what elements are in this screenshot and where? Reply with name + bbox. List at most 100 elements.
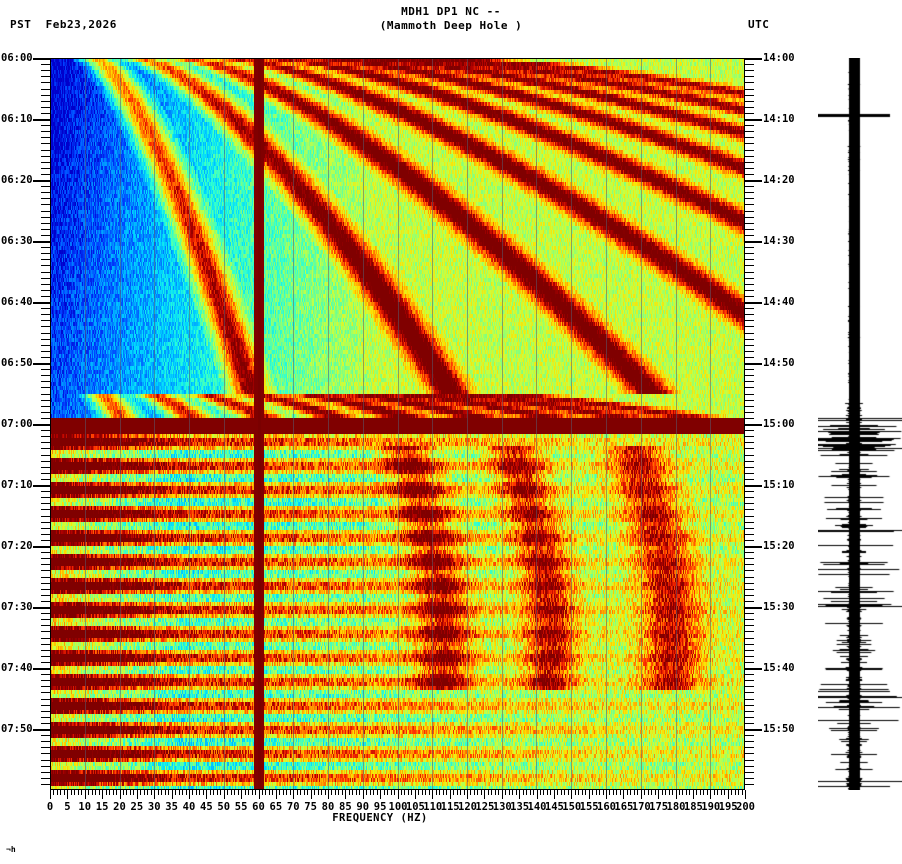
x-axis-minor-tick — [578, 790, 580, 795]
x-axis-major-tick — [606, 790, 607, 799]
left-axis-minor-tick — [41, 210, 50, 212]
x-axis-tick-label: 160 — [597, 801, 616, 813]
left-axis-major-tick — [33, 58, 50, 60]
right-axis-major-tick — [745, 363, 762, 365]
x-axis-minor-tick — [394, 790, 396, 795]
left-axis-minor-tick — [41, 222, 50, 224]
left-axis-minor-tick — [41, 741, 50, 743]
x-axis-minor-tick — [644, 790, 646, 795]
left-axis-minor-tick — [41, 637, 50, 639]
x-axis-minor-tick — [630, 790, 632, 795]
left-axis-minor-tick — [41, 393, 50, 395]
right-axis-minor-tick — [745, 692, 754, 694]
seismogram-trace-panel[interactable] — [818, 58, 902, 790]
x-axis-tick-label: 105 — [405, 801, 425, 813]
left-axis-minor-tick — [41, 491, 50, 493]
left-axis-minor-tick — [41, 552, 50, 554]
right-axis-major-tick — [745, 729, 762, 731]
left-axis-minor-tick — [41, 295, 50, 297]
x-axis-minor-tick — [307, 790, 309, 795]
x-axis-minor-tick — [508, 790, 510, 795]
x-axis-minor-tick — [616, 790, 618, 795]
x-axis-major-tick — [171, 790, 173, 799]
right-axis-minor-tick — [745, 283, 754, 285]
right-axis-minor-tick — [745, 387, 754, 389]
x-axis-major-tick — [675, 790, 677, 799]
x-axis-tick-label: 75 — [304, 801, 317, 813]
x-axis-minor-tick — [116, 790, 118, 795]
x-axis-minor-tick — [282, 790, 284, 795]
left-axis-tick-label: 06:30 — [1, 235, 33, 247]
right-axis-minor-tick — [745, 436, 754, 438]
right-axis-minor-tick — [745, 271, 754, 273]
right-axis-minor-tick — [745, 613, 754, 615]
spectrogram-plot[interactable] — [50, 58, 745, 790]
left-axis-minor-tick — [41, 533, 50, 535]
right-axis-minor-tick — [745, 765, 754, 767]
x-axis-minor-tick — [428, 790, 430, 795]
seismogram-canvas[interactable] — [818, 58, 902, 790]
x-axis-major-tick — [414, 790, 416, 799]
right-axis-minor-tick — [745, 88, 754, 90]
right-axis-minor-tick — [745, 600, 754, 602]
left-axis-minor-tick — [41, 88, 50, 90]
x-axis-minor-tick — [237, 790, 239, 795]
left-axis-minor-tick — [41, 521, 50, 523]
left-axis-minor-tick — [41, 436, 50, 438]
right-axis-major-tick — [745, 424, 762, 426]
x-axis-major-tick — [640, 790, 642, 799]
right-axis-minor-tick — [745, 533, 754, 535]
x-axis-minor-tick — [543, 790, 545, 795]
left-axis-major-tick — [33, 485, 50, 487]
left-axis-minor-tick — [41, 82, 50, 84]
left-axis-major-tick — [33, 546, 50, 548]
right-axis-minor-tick — [745, 320, 754, 322]
x-axis-tick-label: 165 — [614, 801, 634, 813]
x-axis-minor-tick — [390, 790, 392, 795]
right-axis-minor-tick — [745, 265, 754, 267]
x-axis-major-tick — [84, 790, 86, 799]
left-axis-minor-tick — [41, 228, 50, 230]
x-axis-major-tick — [710, 790, 712, 799]
right-axis-tick-label: 14:30 — [763, 235, 795, 247]
left-axis-minor-tick — [41, 722, 50, 724]
x-axis-minor-tick — [220, 790, 222, 795]
left-axis-minor-tick — [41, 131, 50, 133]
right-axis-major-tick — [745, 180, 762, 182]
x-axis-tick-label: 40 — [182, 801, 196, 813]
right-axis-minor-tick — [745, 198, 754, 200]
left-axis-tick-label: 07:40 — [1, 662, 33, 674]
left-axis-minor-tick — [41, 442, 50, 444]
right-axis-minor-tick — [745, 643, 754, 645]
left-axis-minor-tick — [41, 527, 50, 529]
date-label: Feb23,2026 — [45, 18, 117, 31]
x-axis-minor-tick — [574, 790, 576, 795]
left-axis-major-tick — [33, 180, 50, 182]
x-axis-minor-tick — [122, 790, 124, 795]
left-axis-minor-tick — [41, 710, 50, 712]
x-axis-major-tick — [397, 790, 399, 799]
x-axis-minor-tick — [665, 790, 667, 795]
right-axis-minor-tick — [745, 552, 754, 554]
x-axis-minor-tick — [533, 790, 535, 795]
left-axis-tick-label: 06:00 — [1, 52, 33, 64]
x-axis-minor-tick — [731, 790, 733, 795]
spectrogram-canvas[interactable] — [50, 58, 745, 790]
x-axis-minor-tick — [734, 790, 736, 795]
right-axis-minor-tick — [745, 460, 754, 462]
left-axis-minor-tick — [41, 674, 50, 676]
x-axis-tick-label: 65 — [269, 801, 283, 813]
left-axis-minor-tick — [41, 338, 50, 340]
right-axis-minor-tick — [745, 149, 754, 151]
left-axis-minor-tick — [41, 625, 50, 627]
x-axis-minor-tick — [678, 790, 680, 795]
header-left-timezone-date: PST Feb23,2026 — [10, 18, 117, 31]
x-axis-tick-label: 190 — [701, 801, 721, 813]
right-axis-minor-tick — [745, 295, 754, 297]
x-axis-minor-tick — [647, 790, 649, 795]
right-axis-minor-tick — [745, 308, 754, 310]
x-axis-major-tick — [727, 790, 729, 799]
x-axis-minor-tick — [74, 790, 76, 795]
x-axis-minor-tick — [175, 790, 177, 795]
right-axis-minor-tick — [745, 759, 754, 761]
